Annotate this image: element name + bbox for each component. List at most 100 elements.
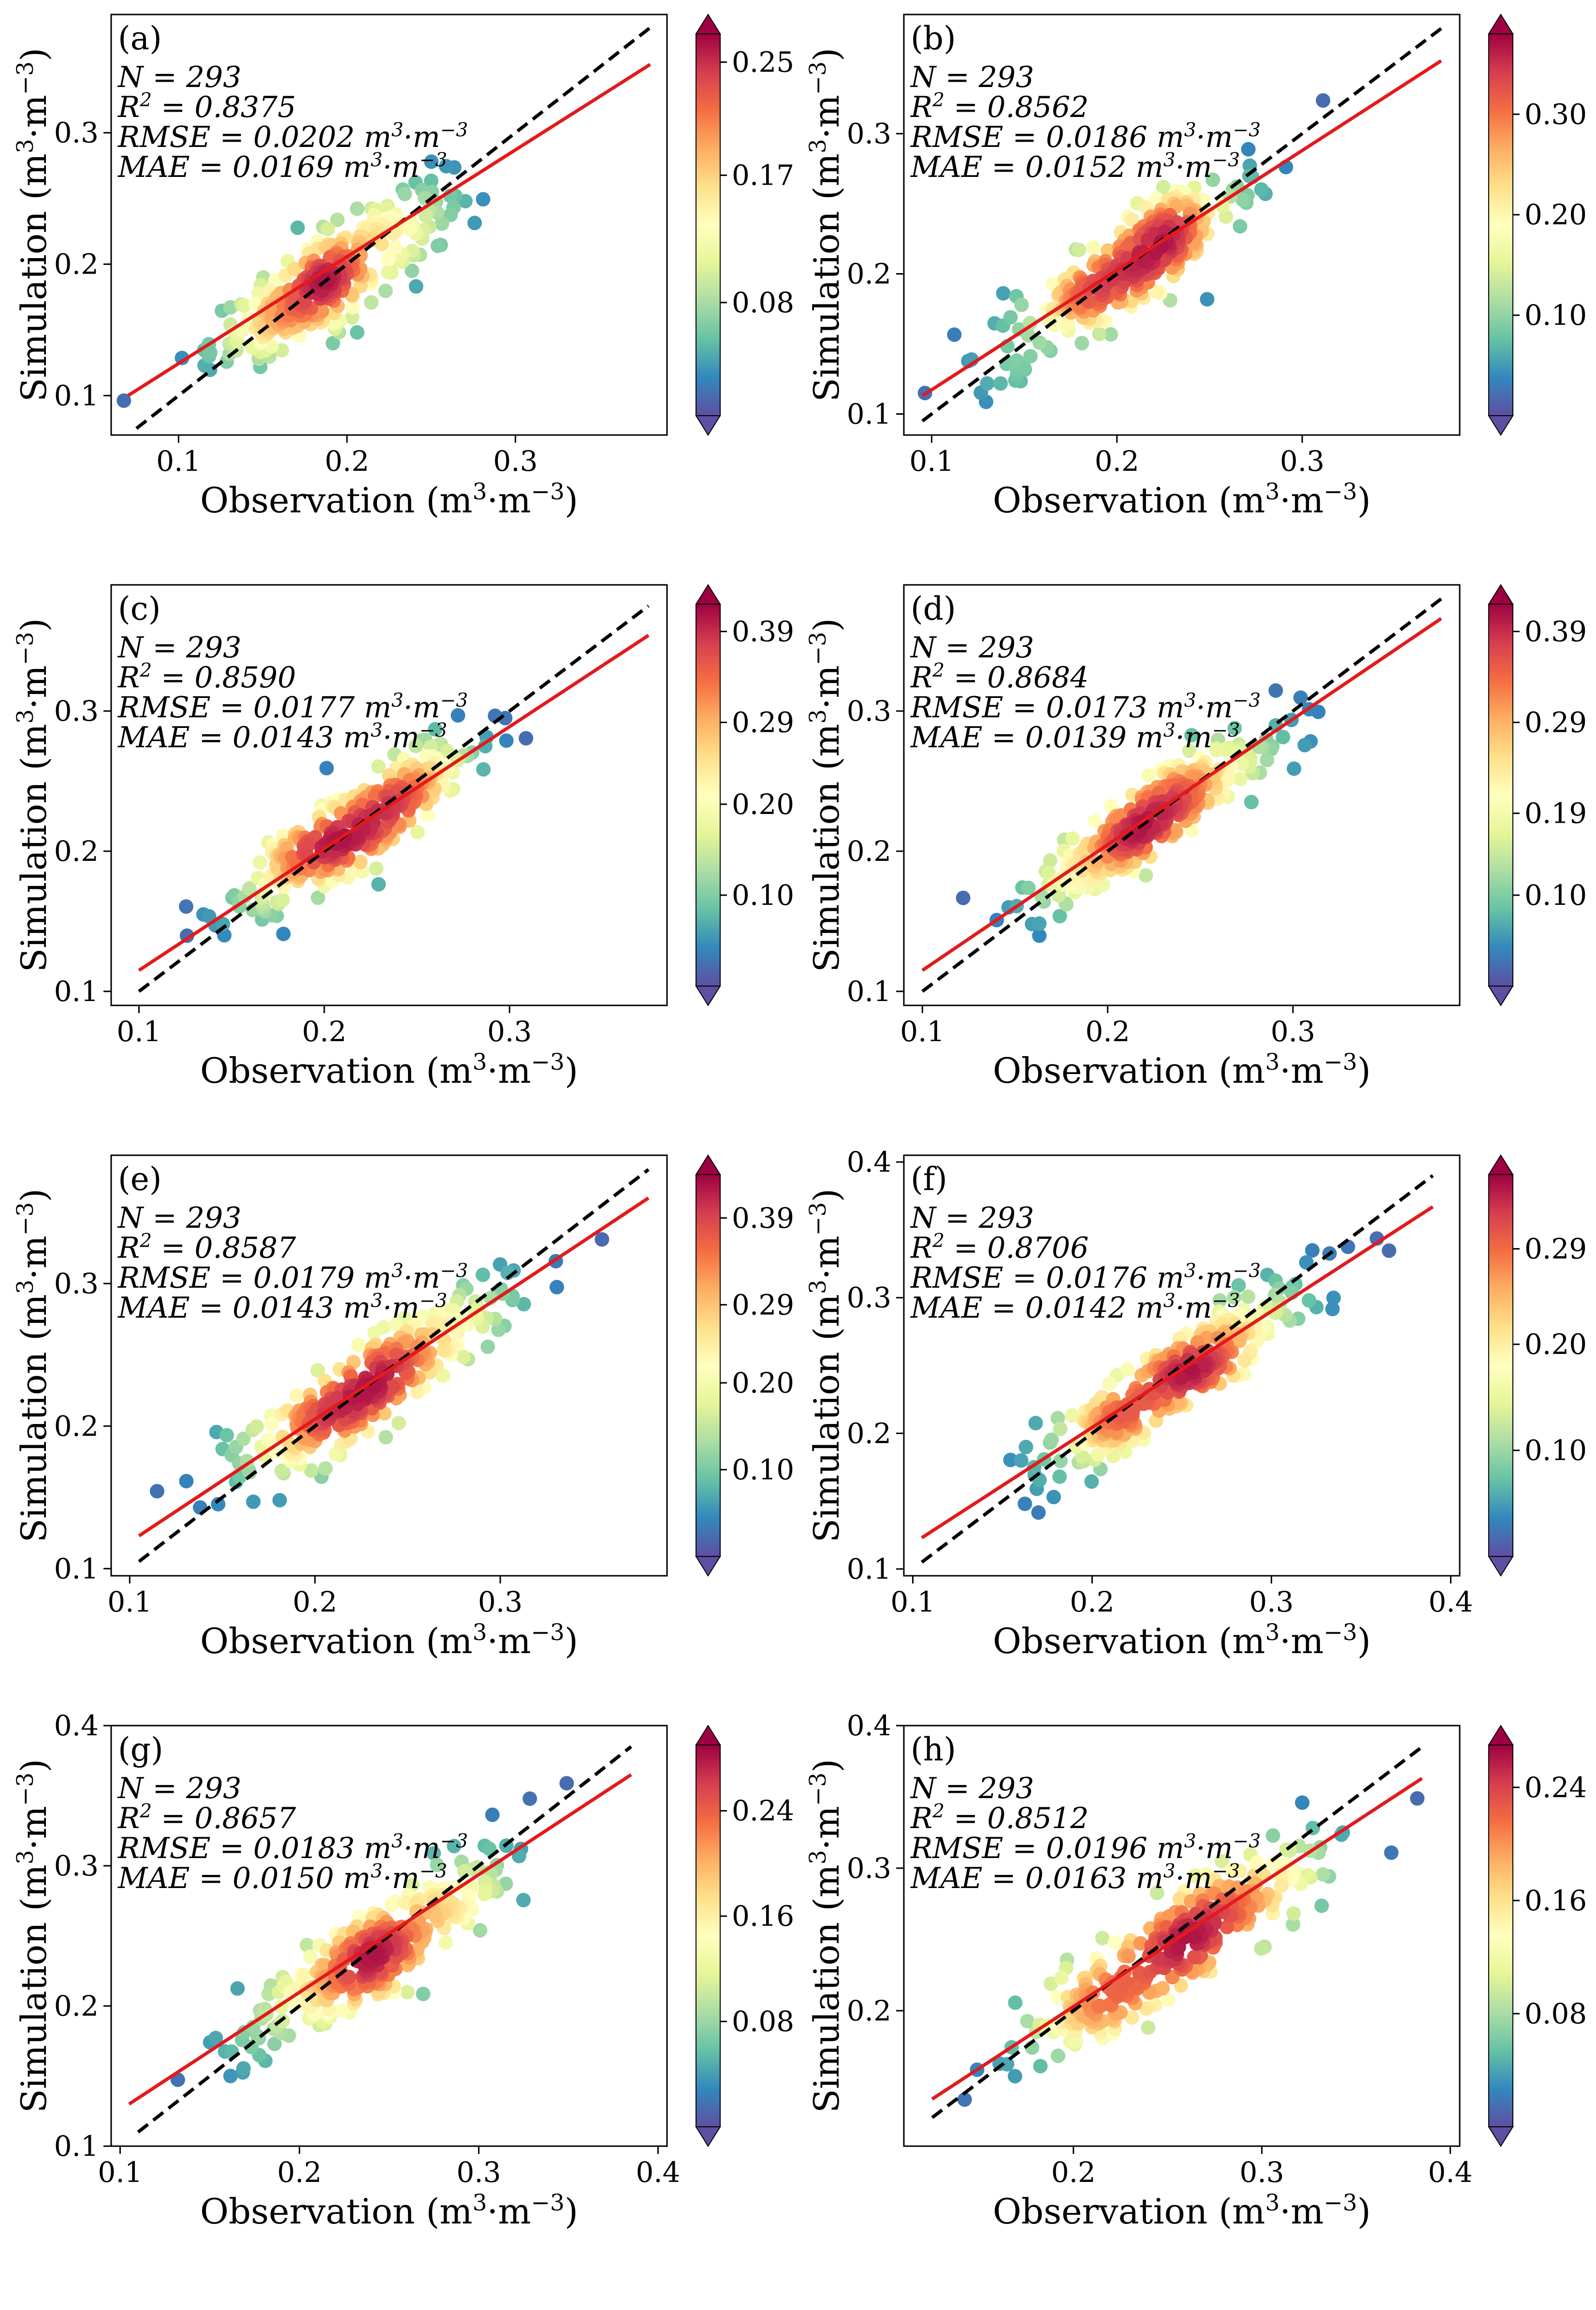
scatter-point: [246, 1494, 261, 1509]
scatter-point: [424, 174, 439, 189]
scatter-point: [1274, 1878, 1289, 1893]
plot-frame: [903, 14, 1461, 436]
colorbar-tick-label: 0.24: [732, 1794, 794, 1827]
scatter-point: [1049, 1989, 1064, 2004]
y-tick-label: 0.1: [847, 975, 891, 1008]
colorbar-tick-label: 0.20: [732, 1366, 794, 1399]
stat-line: N = 293: [117, 60, 241, 94]
colorbar-tick-label: 0.39: [1524, 615, 1587, 648]
scatter-point: [426, 1846, 441, 1861]
scatter-point: [439, 159, 454, 174]
scatter-point: [1018, 1439, 1033, 1454]
scatter-point: [1156, 180, 1171, 195]
scatter-point: [216, 916, 231, 931]
scatter-point: [304, 1463, 319, 1478]
colorbar-tick-label: 0.29: [1524, 1233, 1587, 1265]
x-tick-label: 0.3: [493, 445, 537, 478]
scatter-point: [303, 1949, 318, 1964]
scatter-point: [116, 393, 131, 408]
regression-line: [127, 63, 652, 397]
colorbar: [1488, 33, 1513, 416]
scatter-point: [239, 1453, 254, 1468]
y-axis-label: Simulation (m3·m−3): [12, 1759, 55, 2113]
scatter-point: [400, 1985, 415, 2000]
y-axis-label: Simulation (m3·m−3): [12, 618, 55, 972]
scatter-point: [1325, 1302, 1340, 1317]
panel-label: (g): [118, 1731, 163, 1768]
y-tick-label: 0.3: [847, 1852, 891, 1885]
scatter-point: [1031, 1505, 1046, 1520]
scatter-point: [1149, 285, 1164, 300]
scatter-point: [1305, 1243, 1320, 1258]
scatter-point: [1088, 814, 1103, 828]
y-tick-label: 0.3: [54, 1849, 99, 1882]
x-axis-label: Observation (m3·m−3): [993, 2190, 1371, 2232]
scatter-point: [405, 263, 420, 278]
regression-line: [921, 617, 1442, 972]
y-axis-label: Simulation (m3·m−3): [12, 48, 55, 402]
scatter-point: [1200, 292, 1215, 307]
y-tick-label: 0.4: [847, 1709, 891, 1742]
colorbar-tick-label: 0.29: [732, 706, 794, 739]
scatter-panel-h: 0.2 0.3 0.4 0.2 0.3 0.4 Observation (m3·m−3) Si…: [793, 1709, 1587, 2291]
y-tick-label: 0.2: [847, 835, 891, 868]
colorbar-tick-label: 0.29: [732, 1288, 794, 1321]
scatter-point: [236, 2061, 251, 2076]
scatter-point: [428, 722, 443, 737]
colorbar: [696, 33, 721, 416]
scatter-point: [1276, 729, 1291, 744]
colorbar-extend-top: [695, 1725, 721, 1745]
scatter-point: [1299, 1255, 1314, 1270]
scatter-point: [320, 222, 335, 236]
scatter-point: [1028, 1416, 1043, 1431]
plot-frame: [110, 1154, 668, 1577]
scatter-point: [230, 1981, 245, 1996]
regression-line: [921, 59, 1442, 397]
colorbar-extend-bottom: [1488, 415, 1514, 436]
scatter-point: [371, 759, 386, 774]
x-tick-label: 0.1: [909, 445, 954, 478]
scatter-point: [499, 733, 514, 748]
x-tick-label: 0.2: [1070, 1585, 1114, 1618]
stat-line: R2 = 0.8587: [117, 1230, 296, 1265]
scatter-point: [1233, 771, 1248, 786]
scatter-point: [1244, 795, 1259, 810]
chart-svg: 0.2 0.3 0.4 0.2 0.3 0.4 Observation (m3·m−3) Si…: [805, 1709, 1587, 2232]
scatter-point: [1125, 2010, 1139, 2025]
stat-line: RMSE = 0.0202 m3·m−3: [117, 119, 468, 155]
scatter-point: [242, 881, 257, 896]
colorbar: [696, 1744, 721, 2127]
one-to-one-line: [920, 1174, 1434, 1564]
scatter-point: [1297, 738, 1312, 753]
scatter-point: [1046, 1490, 1061, 1505]
panel-label: (a): [118, 20, 162, 57]
scatter-point: [1326, 1291, 1341, 1306]
colorbar: [1488, 1174, 1513, 1557]
x-tick-label: 0.4: [1428, 1585, 1473, 1618]
scatter-point: [1265, 1828, 1280, 1843]
colorbar-tick-label: 0.08: [1524, 1997, 1587, 2030]
one-to-one-line: [921, 27, 1442, 422]
scatter-point: [1237, 1353, 1252, 1368]
x-axis-label: Observation (m3·m−3): [200, 2190, 578, 2232]
colorbar-extend-top: [695, 1154, 721, 1175]
scatter-point: [1014, 297, 1029, 312]
plot-frame: [903, 584, 1461, 1006]
scatter-point: [1009, 353, 1024, 368]
x-tick-label: 0.1: [98, 2156, 142, 2189]
stat-line: RMSE = 0.0177 m3·m−3: [117, 690, 468, 725]
scatter-point: [1316, 1867, 1331, 1882]
scatter-points: [116, 154, 491, 408]
y-tick-label: 0.3: [847, 117, 891, 150]
scatter-point: [1119, 1975, 1133, 1990]
scatter-point: [378, 283, 393, 298]
scatter-point: [1032, 928, 1047, 943]
scatter-point: [351, 1337, 366, 1352]
scatter-point: [1188, 1868, 1203, 1883]
scatter-point: [430, 238, 445, 253]
x-tick-label: 0.1: [900, 1015, 944, 1048]
chart-svg: 0.1 0.2 0.3 0.4 0.1 0.2 0.3 0.4 Observation (m3·…: [805, 1146, 1587, 1661]
scatter-point: [1173, 1891, 1188, 1906]
scatter-point: [264, 1417, 279, 1432]
